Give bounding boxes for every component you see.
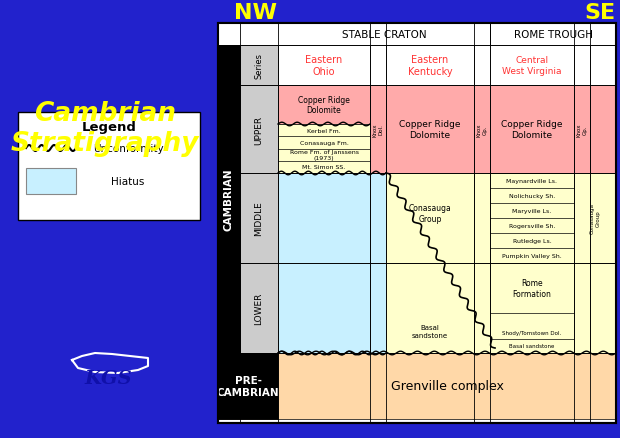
Bar [370,46,386,86]
Bar [18,113,200,220]
Text: Hiatus: Hiatus [112,177,144,187]
Bar [26,169,76,194]
Bar [574,86,590,173]
Bar [278,86,370,125]
Text: Basal sandstone: Basal sandstone [509,344,555,349]
Bar [240,173,278,263]
Text: Conasauga
Group: Conasauga Group [409,204,451,223]
Text: Rutledge Ls.: Rutledge Ls. [513,238,551,244]
Text: Nolichucky Sh.: Nolichucky Sh. [509,194,555,198]
Bar [386,86,474,173]
Text: Rogersville Sh.: Rogersville Sh. [509,223,555,229]
Text: Knox
Gp.: Knox Gp. [577,123,587,137]
Bar [386,263,474,353]
Bar [490,173,574,263]
Text: Pumpkin Valley Sh.: Pumpkin Valley Sh. [502,254,562,258]
Bar [278,125,370,173]
Text: Maryville Ls.: Maryville Ls. [512,208,552,213]
Bar [370,263,386,353]
Text: UPPER: UPPER [254,115,264,144]
Bar [218,24,616,423]
Text: Eastern
Kentucky: Eastern Kentucky [408,55,453,77]
Bar [370,173,386,263]
Bar [240,263,278,353]
Bar [240,46,278,86]
Text: Shody/Tomstown Dol.: Shody/Tomstown Dol. [502,330,562,335]
Bar [386,46,474,86]
Bar [386,173,474,263]
Bar [218,24,616,46]
Bar [574,46,590,86]
Text: Maynardville Ls.: Maynardville Ls. [507,179,557,184]
Text: Legend: Legend [82,120,136,133]
Text: STABLE CRATON: STABLE CRATON [342,30,427,40]
Text: Conasauga Fm.: Conasauga Fm. [299,141,348,145]
Bar [240,86,278,173]
Text: Copper Ridge
Dolomite: Copper Ridge Dolomite [501,120,563,139]
Bar [590,46,616,86]
Text: Unconformity: Unconformity [92,144,163,154]
Bar [474,86,490,173]
Bar [278,46,370,86]
Text: Knox
Dol.: Knox Dol. [373,123,383,137]
Text: Cambrian
Stratigraphy: Cambrian Stratigraphy [11,101,199,157]
Bar [574,173,616,263]
Text: NW: NW [234,3,277,23]
Bar [218,353,616,419]
Bar [490,46,574,86]
Text: SE: SE [585,3,616,23]
Text: CAMBRIAN: CAMBRIAN [224,168,234,231]
Text: Rome Fm. of Janssens
(1973): Rome Fm. of Janssens (1973) [290,150,358,161]
Text: Series: Series [254,53,264,79]
Bar [474,173,490,263]
Text: MIDDLE: MIDDLE [254,201,264,236]
Bar [590,173,616,263]
Text: Central
West Virginia: Central West Virginia [502,56,562,75]
Bar [218,24,616,423]
Bar [574,263,590,353]
Text: Copper Ridge
Dolomite: Copper Ridge Dolomite [399,120,461,139]
Text: System: System [224,52,234,80]
Bar [218,46,240,86]
Bar [474,263,490,353]
Text: Kerbel Fm.: Kerbel Fm. [307,128,341,133]
Bar [218,46,240,353]
Bar [474,46,490,86]
Bar [490,86,574,173]
Text: PRE-
CAMBRIAN: PRE- CAMBRIAN [216,375,280,397]
Text: Mt. Simon SS.: Mt. Simon SS. [303,165,345,170]
Text: Eastern
Ohio: Eastern Ohio [306,55,343,77]
Text: KGS: KGS [84,369,132,387]
Text: Conasauga
Group: Conasauga Group [590,203,600,234]
Text: Copper Ridge
Dolomite: Copper Ridge Dolomite [298,95,350,115]
Text: Basal
sandstone: Basal sandstone [412,325,448,338]
Text: Grenville complex: Grenville complex [391,380,503,392]
Bar [590,263,616,353]
Bar [490,263,574,353]
Bar [278,263,370,353]
Text: Rome
Formation: Rome Formation [513,279,551,298]
Bar [590,86,616,173]
Bar [218,353,278,419]
Text: LOWER: LOWER [254,292,264,325]
Bar [278,173,370,263]
Bar [370,86,386,173]
Text: Knox
Gp.: Knox Gp. [477,123,487,137]
Text: ROME TROUGH: ROME TROUGH [513,30,593,40]
